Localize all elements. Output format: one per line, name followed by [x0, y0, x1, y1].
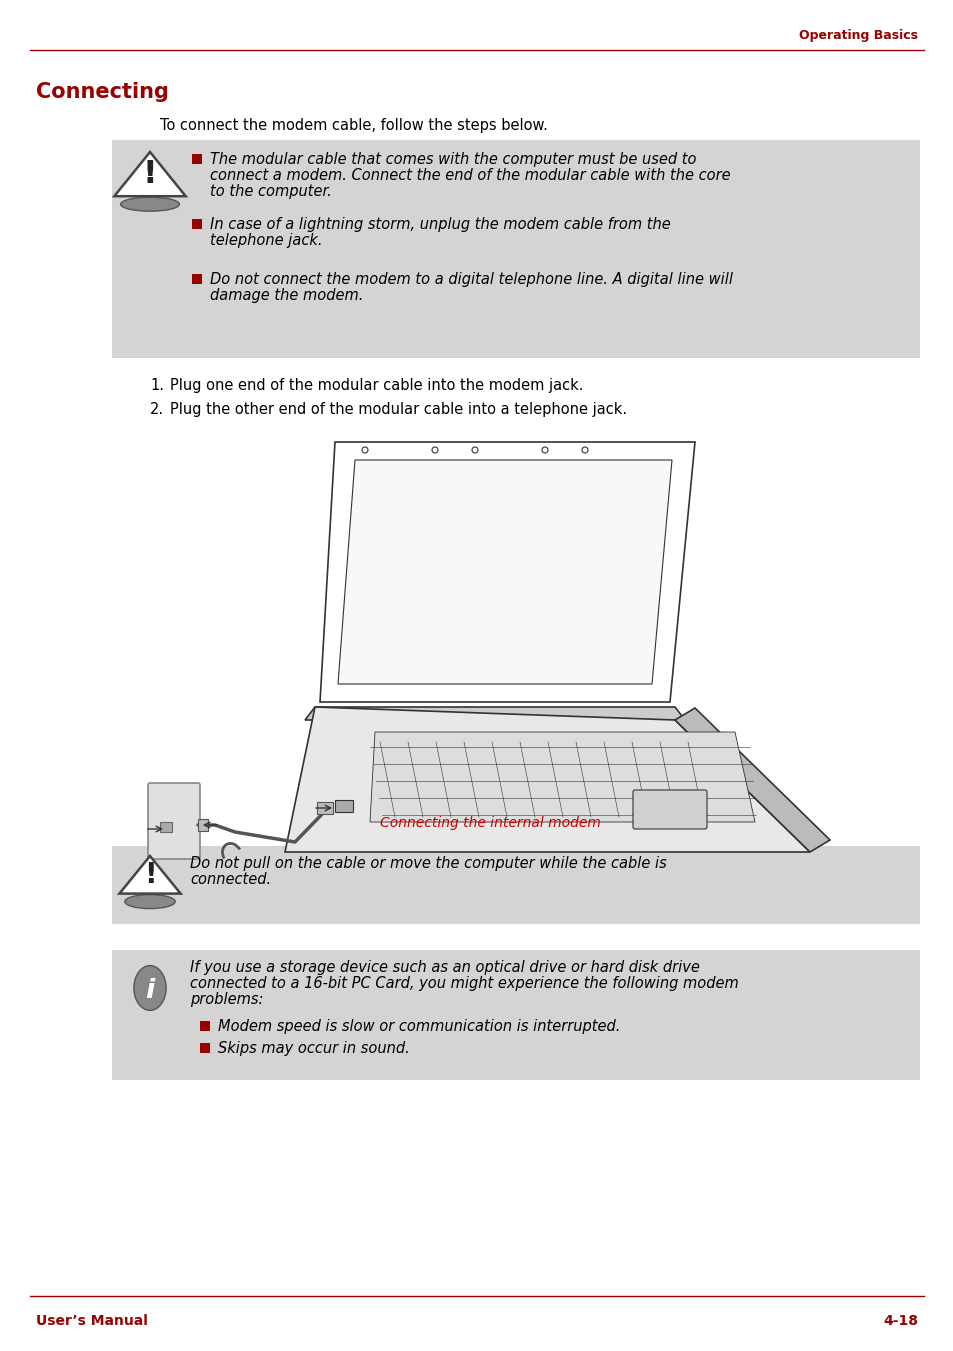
Ellipse shape [133, 966, 166, 1011]
Text: Skips may occur in sound.: Skips may occur in sound. [218, 1042, 410, 1056]
FancyBboxPatch shape [335, 800, 353, 812]
Text: If you use a storage device such as an optical drive or hard disk drive: If you use a storage device such as an o… [190, 961, 700, 975]
Polygon shape [319, 442, 695, 703]
Text: i: i [145, 978, 154, 1004]
Polygon shape [119, 857, 180, 893]
Text: Do not pull on the cable or move the computer while the cable is: Do not pull on the cable or move the com… [190, 857, 666, 871]
Text: to the computer.: to the computer. [210, 184, 332, 199]
Text: problems:: problems: [190, 992, 263, 1006]
Text: connected.: connected. [190, 871, 271, 888]
Text: damage the modem.: damage the modem. [210, 288, 363, 303]
Text: Modem speed is slow or communication is interrupted.: Modem speed is slow or communication is … [218, 1019, 619, 1034]
Bar [200, 1043, 210, 1052]
Text: In case of a lightning storm, unplug the modem cable from the: In case of a lightning storm, unplug the… [210, 218, 670, 232]
Bar [192, 219, 202, 230]
Text: Do not connect the modem to a digital telephone line. A digital line will: Do not connect the modem to a digital te… [210, 272, 732, 286]
Text: User’s Manual: User’s Manual [36, 1315, 148, 1328]
Polygon shape [114, 153, 186, 196]
Text: Plug one end of the modular cable into the modem jack.: Plug one end of the modular cable into t… [170, 378, 583, 393]
Text: 1.: 1. [150, 378, 164, 393]
Text: Plug the other end of the modular cable into a telephone jack.: Plug the other end of the modular cable … [170, 403, 626, 417]
Text: Operating Basics: Operating Basics [799, 30, 917, 42]
FancyBboxPatch shape [316, 802, 333, 815]
FancyBboxPatch shape [633, 790, 706, 830]
Text: connected to a 16-bit PC Card, you might experience the following modem: connected to a 16-bit PC Card, you might… [190, 975, 738, 992]
Text: To connect the modem cable, follow the steps below.: To connect the modem cable, follow the s… [160, 118, 547, 132]
Text: !: ! [144, 861, 156, 889]
Polygon shape [370, 732, 754, 821]
FancyBboxPatch shape [112, 950, 919, 1079]
FancyBboxPatch shape [198, 819, 208, 831]
Bar [200, 1021, 210, 1031]
Ellipse shape [125, 894, 175, 909]
FancyBboxPatch shape [160, 821, 172, 832]
Polygon shape [675, 708, 829, 852]
Polygon shape [337, 459, 671, 684]
Text: connect a modem. Connect the end of the modular cable with the core: connect a modem. Connect the end of the … [210, 168, 730, 182]
FancyBboxPatch shape [148, 784, 200, 859]
Polygon shape [305, 707, 684, 720]
Text: Connecting: Connecting [36, 82, 169, 101]
FancyBboxPatch shape [112, 141, 919, 358]
Text: Connecting the internal modem: Connecting the internal modem [379, 816, 599, 830]
FancyBboxPatch shape [112, 846, 919, 924]
Text: 4-18: 4-18 [882, 1315, 917, 1328]
Polygon shape [285, 707, 809, 852]
Ellipse shape [120, 197, 179, 211]
Text: telephone jack.: telephone jack. [210, 232, 322, 249]
Bar [192, 274, 202, 284]
Text: 2.: 2. [150, 403, 164, 417]
Bar [192, 154, 202, 163]
Text: !: ! [143, 158, 157, 189]
Text: The modular cable that comes with the computer must be used to: The modular cable that comes with the co… [210, 153, 696, 168]
